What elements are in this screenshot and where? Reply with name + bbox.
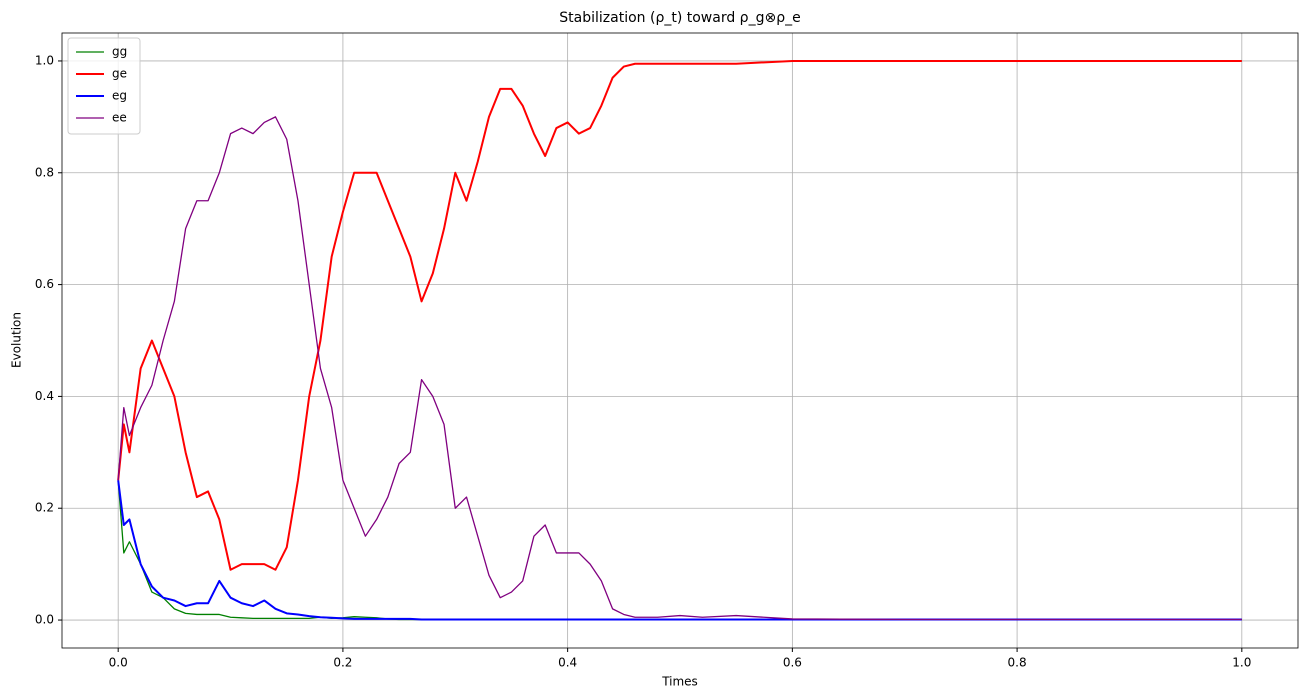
legend-label: ge	[112, 67, 127, 81]
x-tick-label: 1.0	[1232, 656, 1251, 670]
series-line	[117, 480, 1242, 621]
legend-label: ee	[112, 111, 127, 125]
legend-box	[67, 37, 141, 135]
series-line	[117, 59, 1242, 571]
legend-label: gg	[112, 45, 127, 59]
y-tick-label: 0.0	[35, 613, 54, 627]
legend-label: eg	[112, 89, 127, 103]
y-axis-label: Evolution	[10, 312, 24, 368]
y-tick-label: 0.6	[35, 277, 54, 291]
series-line	[117, 480, 1242, 621]
x-axis-label: Times	[661, 675, 698, 689]
x-tick-label: 0.0	[109, 656, 128, 670]
series-line	[117, 116, 1242, 621]
y-tick-label: 0.8	[35, 165, 54, 179]
y-tick-label: 1.0	[35, 53, 54, 67]
x-tick-label: 0.4	[558, 656, 577, 670]
plot-frame	[61, 32, 1299, 649]
x-tick-label: 0.2	[333, 656, 352, 670]
chart-title: Stabilization (ρ_t) toward ρ_g⊗ρ_e	[559, 10, 800, 26]
y-tick-label: 0.4	[35, 389, 54, 403]
x-tick-label: 0.8	[1008, 656, 1027, 670]
y-tick-label: 0.2	[35, 501, 54, 515]
x-tick-label: 0.6	[783, 656, 802, 670]
